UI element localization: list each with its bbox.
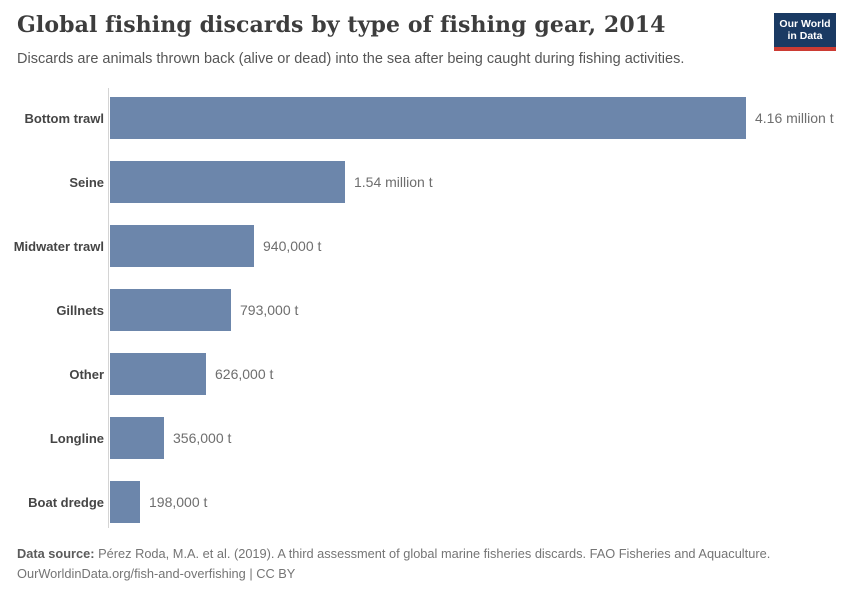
category-label: Boat dredge xyxy=(28,494,104,510)
category-label: Gillnets xyxy=(56,302,104,318)
bar-row: Midwater trawl 940,000 t xyxy=(0,214,850,278)
value-label: 4.16 million t xyxy=(755,110,834,126)
y-axis-line xyxy=(108,88,109,528)
bar[interactable] xyxy=(110,97,746,139)
owid-logo-line1: Our World xyxy=(779,17,831,30)
bar-row: Longline 356,000 t xyxy=(0,406,850,470)
bar-rows: Bottom trawl 4.16 million t Seine 1.54 m… xyxy=(0,86,850,534)
license-line[interactable]: OurWorldinData.org/fish-and-overfishing … xyxy=(17,566,296,581)
category-label: Bottom trawl xyxy=(24,110,104,126)
value-label: 626,000 t xyxy=(215,366,274,382)
bar-row: Gillnets 793,000 t xyxy=(0,278,850,342)
owid-logo[interactable]: Our World in Data xyxy=(774,13,836,51)
bar[interactable] xyxy=(110,417,164,459)
category-label: Seine xyxy=(69,174,104,190)
category-label: Midwater trawl xyxy=(13,238,104,254)
bar-row: Other 626,000 t xyxy=(0,342,850,406)
bar-row: Seine 1.54 million t xyxy=(0,150,850,214)
bar[interactable] xyxy=(110,481,140,523)
bar[interactable] xyxy=(110,289,231,331)
page-title: Global fishing discards by type of fishi… xyxy=(17,12,666,38)
bar[interactable] xyxy=(110,353,206,395)
value-label: 793,000 t xyxy=(240,302,299,318)
data-source-text: Pérez Roda, M.A. et al. (2019). A third … xyxy=(98,546,771,561)
bar-row: Bottom trawl 4.16 million t xyxy=(0,86,850,150)
value-label: 356,000 t xyxy=(173,430,232,446)
bar[interactable] xyxy=(110,161,345,203)
owid-logo-line2: in Data xyxy=(787,30,823,42)
bar-row: Boat dredge 198,000 t xyxy=(0,470,850,534)
value-label: 198,000 t xyxy=(149,494,208,510)
value-label: 1.54 million t xyxy=(354,174,433,190)
value-label: 940,000 t xyxy=(263,238,322,254)
bar-chart: Bottom trawl 4.16 million t Seine 1.54 m… xyxy=(0,86,850,534)
chart-footer: Data source: Pérez Roda, M.A. et al. (20… xyxy=(17,544,833,584)
page-subtitle: Discards are animals thrown back (alive … xyxy=(17,51,685,67)
bar[interactable] xyxy=(110,225,254,267)
data-source-label: Data source: xyxy=(17,546,95,561)
data-source-line: Data source: Pérez Roda, M.A. et al. (20… xyxy=(17,544,833,564)
category-label: Longline xyxy=(49,430,104,446)
category-label: Other xyxy=(69,366,104,382)
